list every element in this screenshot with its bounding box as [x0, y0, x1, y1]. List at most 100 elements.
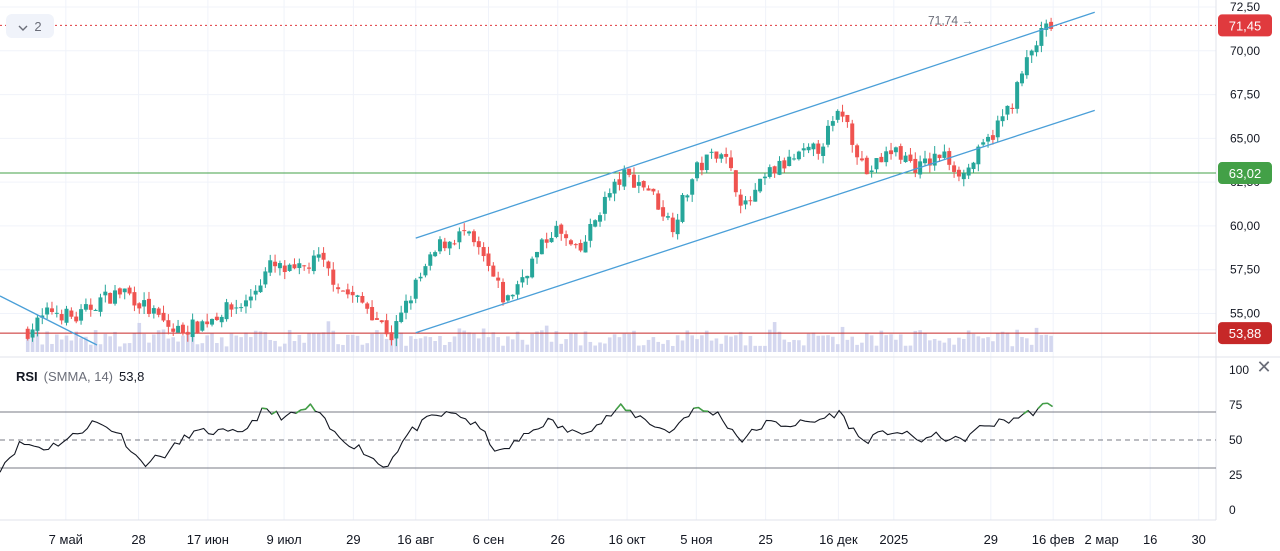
candle-body: [539, 239, 544, 255]
volume-bars: [25, 321, 1053, 352]
candle-body: [617, 179, 622, 185]
candle-body: [93, 309, 98, 311]
volume-bar: [695, 339, 699, 352]
candle-body: [326, 261, 331, 269]
volume-bar: [98, 344, 103, 352]
candle-body: [1049, 21, 1054, 29]
volume-bar: [772, 322, 777, 352]
candle-body: [811, 143, 816, 150]
candle-body: [389, 332, 394, 341]
series-toggle-button[interactable]: 2: [6, 14, 54, 38]
candle-body: [394, 321, 399, 339]
rsi-tick-label: 75: [1229, 398, 1243, 412]
price-badge-label: 71,45: [1229, 18, 1262, 33]
volume-bar: [195, 344, 200, 352]
candle-body: [379, 320, 384, 323]
candle-body: [515, 284, 520, 295]
price-badge-last-price: [1218, 14, 1272, 37]
volume-bar: [423, 336, 428, 352]
time-tick-label: 16 авг: [397, 532, 434, 547]
volume-bar: [559, 343, 564, 352]
rsi-overbought-segment: [309, 403, 316, 412]
candle-body: [695, 162, 700, 179]
candle-body: [311, 255, 316, 272]
candle-body: [74, 316, 79, 322]
volume-bar: [884, 335, 888, 352]
volume-bar: [675, 335, 680, 352]
candle-body: [496, 277, 501, 281]
rsi-legend[interactable]: RSI (SMMA, 14) 53,8: [16, 369, 144, 384]
candle-body: [1019, 73, 1024, 84]
volume-bar: [88, 344, 93, 352]
volume-bar: [995, 333, 1000, 352]
candle-body: [1024, 57, 1029, 76]
candle-body: [176, 325, 181, 333]
candle-body: [437, 239, 442, 252]
volume-bar: [898, 334, 903, 352]
time-tick-label: 7 май: [49, 532, 83, 547]
volume-bar: [428, 337, 433, 352]
candle-body: [404, 300, 409, 313]
candle-body: [709, 151, 714, 153]
volume-bar: [132, 333, 137, 352]
candle-body: [166, 320, 171, 327]
volume-bar: [379, 334, 384, 352]
candle-body: [530, 258, 535, 278]
candle-body: [889, 150, 894, 155]
time-tick-label: 2025: [879, 532, 908, 547]
volume-bar: [491, 332, 496, 352]
rsi-overbought-segment: [1022, 409, 1029, 415]
candle-body: [239, 307, 244, 309]
volume-bar: [297, 334, 302, 352]
candle-body: [243, 300, 248, 307]
candle-body: [622, 169, 627, 187]
volume-bar: [292, 341, 297, 352]
candle-body: [927, 158, 932, 166]
candle-body: [845, 114, 850, 123]
volume-bar: [835, 344, 840, 352]
volume-bar: [666, 340, 670, 352]
volume-bar: [205, 335, 209, 352]
volume-bar: [637, 345, 641, 352]
close-icon[interactable]: ✕: [1256, 357, 1272, 377]
volume-bar: [302, 342, 306, 352]
volume-bar: [462, 330, 467, 352]
candle-body: [146, 298, 151, 314]
candle-body: [336, 287, 341, 290]
candle-body: [117, 288, 122, 295]
trend-line: [0, 295, 98, 346]
candle-body: [942, 151, 947, 158]
volume-bar: [287, 329, 292, 352]
volume-bar: [729, 336, 733, 352]
candle-body: [1010, 107, 1015, 109]
volume-bar: [680, 340, 685, 352]
volume-bar: [966, 330, 971, 352]
candle-body: [1029, 50, 1034, 56]
candle-body: [806, 146, 811, 151]
candle-body: [350, 291, 355, 296]
volume-bar: [889, 334, 893, 352]
candle-body: [850, 123, 855, 145]
volume-bar: [520, 339, 525, 352]
chevron-down-icon: [18, 19, 28, 34]
candle-body: [481, 247, 486, 257]
volume-bar: [350, 334, 355, 352]
candle-body: [219, 316, 224, 323]
candle-body: [360, 295, 365, 303]
candle-body: [864, 157, 869, 175]
candle-body: [554, 225, 559, 238]
candle-body: [142, 300, 147, 307]
volume-bar: [1020, 336, 1024, 352]
volume-bar: [1044, 334, 1049, 352]
volume-bar: [874, 345, 879, 352]
volume-bar: [879, 330, 884, 352]
candle-body: [874, 158, 879, 170]
volume-bar: [171, 337, 176, 352]
rsi-overbought-segment: [300, 408, 306, 411]
volume-bar: [375, 330, 379, 352]
candle-body: [971, 162, 976, 170]
volume-bar: [719, 343, 724, 352]
candle-body: [103, 291, 108, 296]
volume-bar: [476, 338, 481, 352]
